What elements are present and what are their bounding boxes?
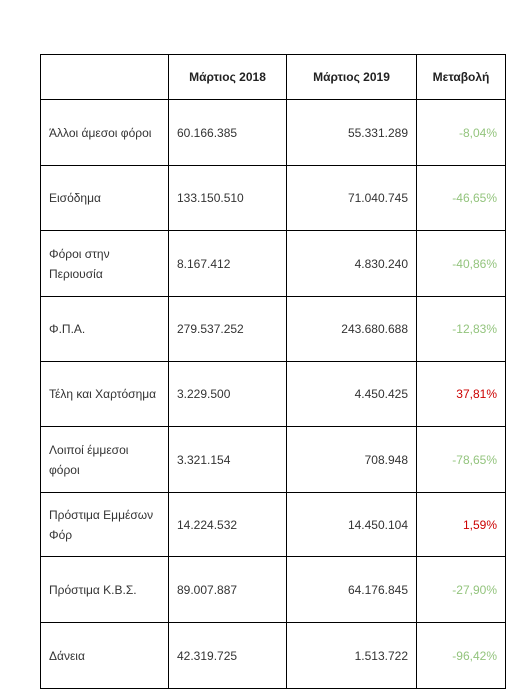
row-label: Λοιποί έμμεσοι φόροι <box>40 426 169 493</box>
change-value: 37,81% <box>416 361 506 427</box>
table-row: Λοιποί έμμεσοι φόροι 3.321.154 708.948 -… <box>40 426 506 493</box>
value-2019: 708.948 <box>286 426 417 493</box>
table-header-row: Μάρτιος 2018 Μάρτιος 2019 Μεταβολή <box>40 54 506 100</box>
row-label: Τέλη και Χαρτόσημα <box>40 361 169 427</box>
value-2019: 64.176.845 <box>286 556 417 623</box>
change-value: -40,86% <box>416 230 506 297</box>
table-row: Πρόστιμα Εμμέσων Φόρ 14.224.532 14.450.1… <box>40 492 506 557</box>
value-2018: 3.321.154 <box>168 426 287 493</box>
change-value: -96,42% <box>416 622 506 689</box>
header-change: Μεταβολή <box>416 54 506 100</box>
value-2019: 1.513.722 <box>286 622 417 689</box>
table-row: Άλλοι άμεσοι φόροι 60.166.385 55.331.289… <box>40 99 506 166</box>
value-2019: 4.450.425 <box>286 361 417 427</box>
table-row: Φ.Π.Α. 279.537.252 243.680.688 -12,83% <box>40 296 506 362</box>
table-row: Εισόδημα 133.150.510 71.040.745 -46,65% <box>40 165 506 231</box>
row-label: Πρόστιμα Εμμέσων Φόρ <box>40 492 169 557</box>
row-label: Πρόστιμα Κ.Β.Σ. <box>40 556 169 623</box>
row-label: Φόροι στην Περιουσία <box>40 230 169 297</box>
table-row: Φόροι στην Περιουσία 8.167.412 4.830.240… <box>40 230 506 297</box>
revenue-comparison-table: Μάρτιος 2018 Μάρτιος 2019 Μεταβολή Άλλοι… <box>40 54 506 689</box>
value-2018: 133.150.510 <box>168 165 287 231</box>
change-value: 1,59% <box>416 492 506 557</box>
value-2018: 3.229.500 <box>168 361 287 427</box>
change-value: -46,65% <box>416 165 506 231</box>
header-category <box>40 54 169 100</box>
value-2019: 55.331.289 <box>286 99 417 166</box>
value-2019: 243.680.688 <box>286 296 417 362</box>
table-row: Πρόστιμα Κ.Β.Σ. 89.007.887 64.176.845 -2… <box>40 556 506 623</box>
header-march-2019: Μάρτιος 2019 <box>286 54 417 100</box>
row-label: Εισόδημα <box>40 165 169 231</box>
value-2019: 4.830.240 <box>286 230 417 297</box>
value-2018: 14.224.532 <box>168 492 287 557</box>
value-2019: 71.040.745 <box>286 165 417 231</box>
value-2018: 60.166.385 <box>168 99 287 166</box>
value-2019: 14.450.104 <box>286 492 417 557</box>
table-row: Δάνεια 42.319.725 1.513.722 -96,42% <box>40 622 506 689</box>
value-2018: 89.007.887 <box>168 556 287 623</box>
row-label: Δάνεια <box>40 622 169 689</box>
change-value: -78,65% <box>416 426 506 493</box>
value-2018: 8.167.412 <box>168 230 287 297</box>
header-march-2018: Μάρτιος 2018 <box>168 54 287 100</box>
change-value: -27,90% <box>416 556 506 623</box>
value-2018: 42.319.725 <box>168 622 287 689</box>
value-2018: 279.537.252 <box>168 296 287 362</box>
row-label: Άλλοι άμεσοι φόροι <box>40 99 169 166</box>
table-row: Τέλη και Χαρτόσημα 3.229.500 4.450.425 3… <box>40 361 506 427</box>
change-value: -12,83% <box>416 296 506 362</box>
row-label: Φ.Π.Α. <box>40 296 169 362</box>
change-value: -8,04% <box>416 99 506 166</box>
